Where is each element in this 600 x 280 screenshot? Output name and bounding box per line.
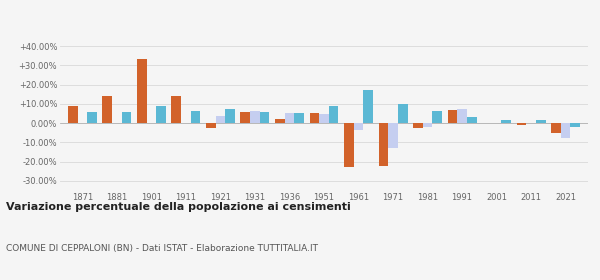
Bar (571, 123, 580, 127)
Bar (398, 104, 407, 123)
Bar (422, 123, 433, 127)
Bar (467, 117, 476, 123)
Bar (536, 120, 545, 123)
Bar (191, 111, 200, 123)
Bar (156, 106, 166, 123)
Bar (344, 123, 353, 167)
Bar (87, 113, 97, 123)
Bar (457, 109, 467, 123)
Bar (329, 106, 338, 123)
Bar (413, 123, 422, 128)
Text: Variazione percentuale della popolazione ai censimenti: Variazione percentuale della popolazione… (6, 202, 351, 212)
Bar (502, 120, 511, 123)
Bar (250, 111, 260, 123)
Bar (353, 123, 364, 130)
Bar (172, 96, 181, 123)
Bar (68, 106, 77, 123)
Bar (103, 96, 112, 123)
Bar (561, 123, 571, 138)
Bar (364, 90, 373, 123)
Bar (137, 59, 146, 123)
Legend: Ceppaloni, Provincia di BN, Campania: Ceppaloni, Provincia di BN, Campania (176, 0, 472, 2)
Bar (284, 113, 295, 123)
Bar (241, 113, 250, 123)
Bar (388, 123, 398, 148)
Bar (310, 113, 319, 123)
Text: COMUNE DI CEPPALONI (BN) - Dati ISTAT - Elaborazione TUTTITALIA.IT: COMUNE DI CEPPALONI (BN) - Dati ISTAT - … (6, 244, 318, 253)
Bar (275, 119, 284, 123)
Bar (122, 113, 131, 123)
Bar (379, 123, 388, 166)
Bar (215, 116, 226, 123)
Bar (319, 114, 329, 123)
Bar (551, 123, 561, 133)
Bar (448, 109, 457, 123)
Bar (433, 111, 442, 123)
Bar (260, 113, 269, 123)
Bar (517, 123, 526, 125)
Bar (226, 109, 235, 123)
Bar (295, 113, 304, 123)
Bar (206, 123, 215, 128)
